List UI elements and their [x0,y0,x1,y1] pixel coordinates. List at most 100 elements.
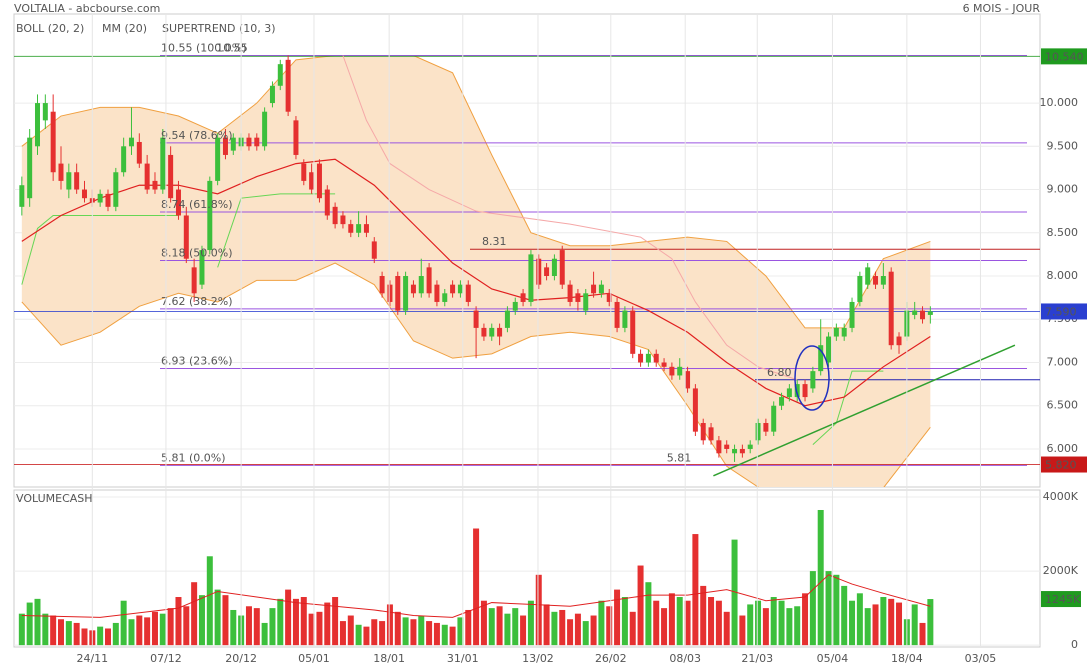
candle-body [614,301,620,328]
volume-bar [621,597,628,646]
volume-bar [590,615,597,646]
candle-body [269,85,275,104]
volume-bar [230,609,237,646]
candle-body [857,276,863,302]
volume-bar [629,611,636,646]
fib-label: 10.55 (100.0%) [161,42,247,55]
volume-bar [817,509,824,646]
x-tick-label: 31/01 [447,652,479,665]
candle-body [66,172,72,190]
candle-body [692,388,698,432]
y-tick-label: 7.000 [1047,355,1079,368]
price-panel [13,13,1041,488]
volume-bar [520,615,527,646]
volume-bar [363,626,370,646]
volume-bar [18,613,25,646]
candle-body [708,427,714,441]
x-tick-label: 07/12 [150,652,182,665]
volume-bar [136,615,143,646]
volume-bar [653,600,660,646]
y-tick-label: 8.000 [1047,269,1079,282]
candle-body [716,440,722,454]
volume-bar [762,608,769,646]
x-tick-label: 05/04 [817,652,849,665]
candle-body [763,423,769,432]
candle-body [332,206,338,225]
candle-body [410,284,416,294]
candle-body [786,388,792,398]
y-tick-label: 4000K [1043,490,1079,503]
volume-bar [441,624,448,646]
candle-body [755,423,761,441]
volume-bar [292,598,299,646]
candle-body [144,163,150,190]
candle-body [528,254,534,302]
candle-body [207,180,213,251]
price-marker-box [1041,303,1087,320]
volume-panel [13,489,1041,648]
supertrend-line [342,55,798,381]
y-tick-label: 6.000 [1047,442,1079,455]
volume-bar [661,608,668,646]
candle-body [747,444,753,449]
volume-bar [308,613,315,646]
volume-bar [598,600,605,646]
candle-body [551,258,557,277]
volume-bar [488,608,495,646]
candle-body [732,448,738,454]
x-tick-label: 08/03 [669,652,701,665]
candle-body [324,189,330,216]
candle-body [340,215,346,225]
candle-body [622,310,628,328]
candle-body [912,310,918,315]
candle-body [739,448,745,454]
price-marker-label: 7.590 [1045,305,1077,318]
volume-bar [778,600,785,646]
volume-bar [394,611,401,646]
volume-bar [167,608,174,646]
volume-bar [480,600,487,646]
candle-body [230,137,236,151]
candle-body [653,353,659,363]
volume-bar [825,571,832,646]
fib-label: 7.62 (38.2%) [161,295,233,308]
volume-bar [715,600,722,646]
candle-body [638,353,644,363]
candle-body [724,444,730,449]
candle-body [285,59,291,112]
candle-body [277,64,283,86]
volume-last-label: 1245K [1045,593,1081,606]
volume-bar [794,606,801,646]
candle-body [387,284,393,302]
volume-bar [582,621,589,646]
volume-ma-line [21,574,931,618]
volume-title: VOLUMECASH [16,492,93,505]
candle-body [504,310,510,328]
low-label: 5.81 [667,451,692,464]
price-marker-box [1041,48,1087,65]
candle-body [58,163,64,181]
candle-body [97,193,103,203]
candle-body [559,250,565,285]
volume-bar [379,621,386,646]
volume-bar [880,597,887,646]
candle-body [465,284,471,302]
volume-bar [144,617,151,646]
candle-body [700,423,706,441]
candle-body [794,384,800,398]
candle-body [544,267,550,277]
volume-bar [128,619,135,646]
candle-body [606,293,612,302]
volume-bar [81,628,88,646]
candle-body [598,284,604,294]
candle-body [818,345,824,372]
volume-bar [214,589,221,646]
candle-body [865,267,871,285]
candle-body [293,120,299,155]
fib-label: 9.54 (78.6%) [161,129,233,142]
x-tick-label: 18/04 [891,652,923,665]
candle-body [309,172,315,190]
volume-bar [316,611,323,646]
volume-bar [300,597,307,646]
